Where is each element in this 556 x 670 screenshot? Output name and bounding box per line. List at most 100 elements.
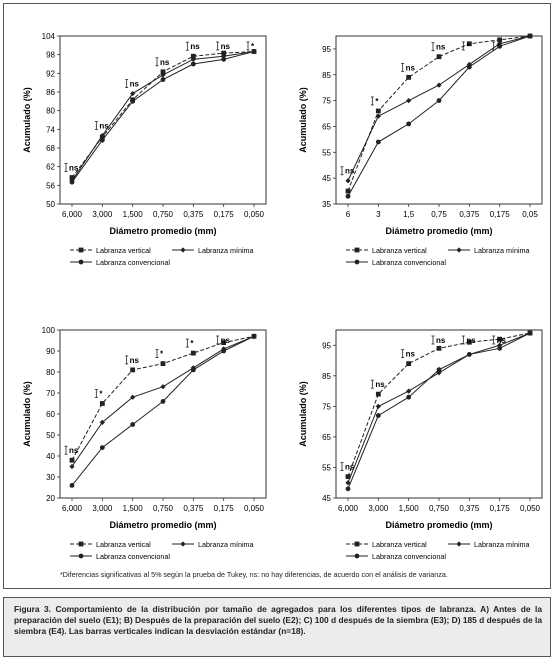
legend-entry-2: Labranza mínima [448, 246, 530, 255]
series-line [347, 332, 531, 477]
series-line [347, 332, 531, 483]
figure-frame: 50 56 62 68 74 80 86 92 98 104 6,000 3,000 1,500 0,75… [3, 3, 551, 589]
significance-label: ns [221, 336, 231, 345]
x-tick-label: 0,375 [459, 210, 480, 219]
data-point [466, 64, 472, 70]
y-tick-label: 50 [46, 431, 55, 440]
y-tick-label: 104 [42, 32, 56, 41]
data-point [160, 77, 166, 82]
legend-entry-1: Labranza vertical [346, 246, 427, 255]
y-tick-label: 65 [322, 433, 331, 442]
data-point [375, 113, 381, 119]
y-tick-label: 65 [322, 122, 331, 131]
data-point [130, 367, 136, 373]
y-tick-label: 70 [46, 389, 55, 398]
data-point [221, 50, 227, 56]
x-tick-label: 1,500 [123, 504, 144, 513]
x-tick-label: 1,500 [123, 210, 144, 219]
legend-label: Labranza mínima [474, 540, 530, 549]
data-point [466, 41, 472, 47]
significance-label: ns [406, 63, 416, 72]
y-tick-label: 74 [46, 125, 55, 134]
y-tick-label: 50 [46, 200, 55, 209]
significance-label: ns [99, 122, 109, 131]
significance-label: ns [69, 446, 79, 455]
legend-entry-2: Labranza mínima [172, 246, 254, 255]
x-tick-label: 0,375 [459, 504, 480, 513]
significance-label: ns [466, 336, 476, 345]
significance-label: ns [436, 336, 446, 345]
legend-label: Labranza convencional [372, 552, 446, 561]
plot-frame [335, 35, 543, 205]
data-point [466, 352, 472, 357]
y-tick-label: 56 [46, 181, 55, 190]
significance-label: ns [130, 80, 140, 89]
legend-swatch-marker [354, 553, 360, 559]
series-line [71, 335, 255, 486]
chart-panel-b: 35 45 55 65 75 85 95 6 3 1,5 0,75 0,375 0,175 0,05 Diá… [280, 4, 554, 284]
legend-entry-3: Labranza convencional [346, 258, 446, 267]
data-point [375, 391, 381, 397]
data-point [497, 336, 503, 342]
series-line [347, 35, 531, 192]
x-tick-label: 0,175 [214, 210, 235, 219]
x-tick-label: 0,175 [490, 210, 511, 219]
x-tick-label: 0,050 [520, 504, 541, 513]
series-2 [69, 48, 257, 184]
legend-swatch-marker [354, 247, 360, 253]
data-point [345, 480, 351, 486]
data-point [69, 175, 75, 180]
y-tick-label: 92 [46, 69, 55, 78]
legend-swatch-marker [78, 247, 84, 253]
x-axis-label: Diámetro promedio (mm) [109, 520, 216, 530]
data-point [527, 330, 533, 336]
x-tick-label: 6 [346, 210, 351, 219]
significance-label: ns [345, 167, 355, 176]
significance-label: ns [221, 42, 231, 51]
y-tick-label: 75 [322, 402, 331, 411]
x-tick-label: 0,050 [244, 210, 265, 219]
y-axis-label: Acumulado (%) [298, 381, 308, 447]
significance-label: * [99, 390, 103, 399]
significance-label: ns [497, 336, 507, 345]
legend-label: Labranza vertical [96, 540, 151, 549]
data-point [436, 98, 442, 104]
x-axis-label: Diámetro promedio (mm) [109, 226, 216, 236]
y-axis-label: Acumulado (%) [298, 87, 308, 153]
y-tick-label: 80 [46, 107, 55, 116]
data-point [406, 361, 412, 366]
series-1 [69, 49, 257, 180]
data-point [69, 457, 75, 463]
legend-entry-3: Labranza convencional [346, 552, 446, 561]
data-point [436, 345, 442, 351]
data-point [345, 474, 351, 480]
legend-entry-1: Labranza vertical [70, 246, 151, 255]
x-tick-label: 0,750 [429, 504, 450, 513]
data-point [190, 61, 196, 67]
y-tick-label: 90 [46, 347, 55, 356]
y-tick-label: 55 [322, 148, 331, 157]
significance-label: * [497, 42, 501, 51]
significance-label: ns [406, 350, 416, 359]
data-point [345, 178, 351, 184]
significance-label: * [466, 42, 470, 51]
data-point [406, 98, 412, 104]
data-point [436, 367, 442, 373]
x-tick-label: 0,375 [183, 210, 204, 219]
chart-d-svg: 45 55 65 75 85 95 6,000 3,000 1,500 0,750 0,375 0,1… [298, 329, 543, 561]
data-point [99, 137, 105, 143]
data-point [99, 132, 105, 139]
data-point [99, 445, 105, 450]
data-point [190, 350, 196, 356]
data-point [466, 339, 472, 345]
y-tick-label: 60 [46, 410, 55, 419]
x-tick-label: 0,05 [522, 210, 538, 219]
x-axis-label: Diámetro promedio (mm) [385, 520, 492, 530]
data-point [221, 348, 227, 354]
x-tick-label: 0,050 [244, 504, 265, 513]
chart-panel-d: 45 55 65 75 85 95 6,000 3,000 1,500 0,750 0,375 0,1… [280, 298, 554, 578]
x-tick-label: 6,000 [62, 210, 83, 219]
significance-label: * [375, 97, 379, 106]
legend-swatch-marker [456, 541, 462, 547]
data-point [130, 98, 136, 104]
